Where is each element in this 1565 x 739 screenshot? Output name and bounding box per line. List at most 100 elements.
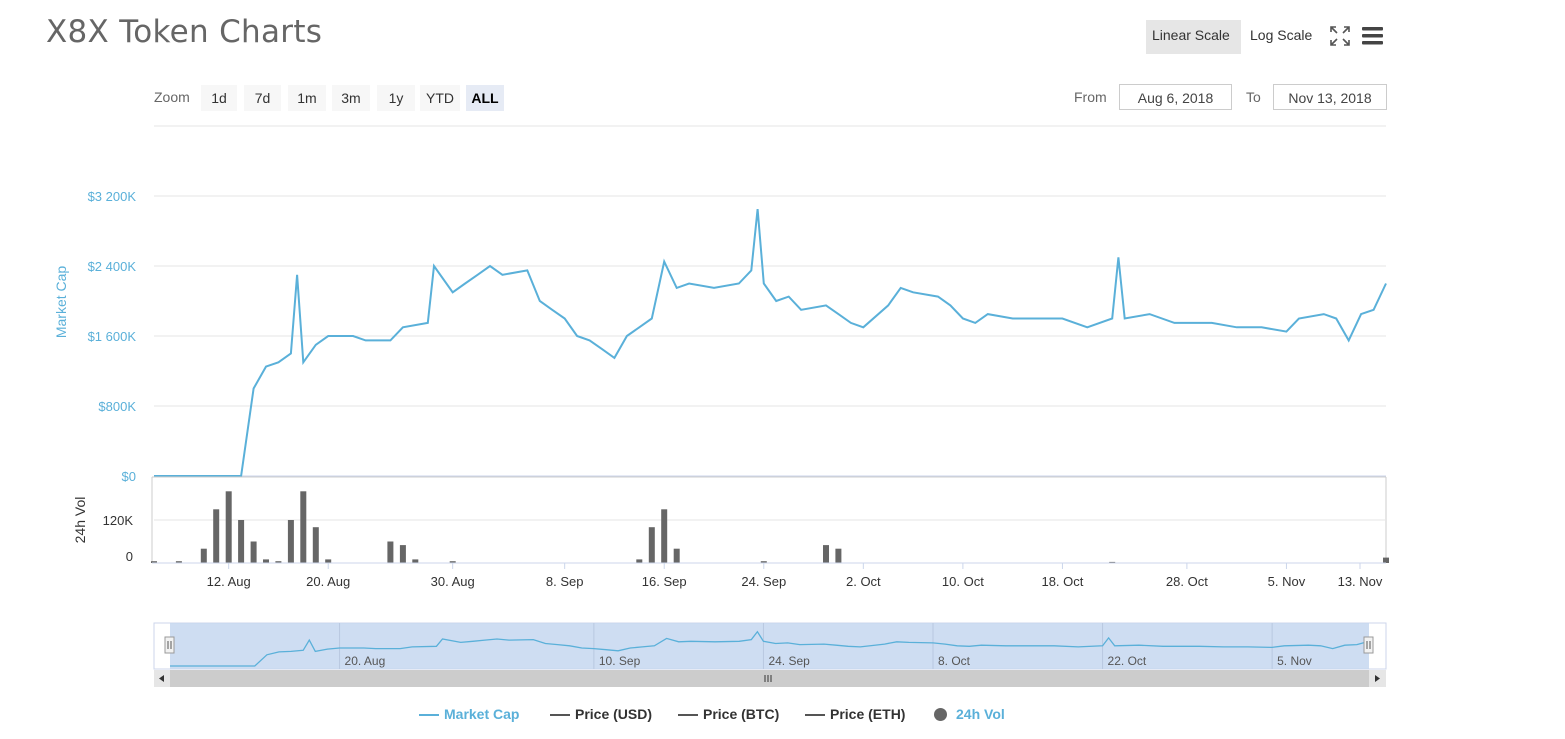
legend-price-btc-line-icon — [678, 714, 698, 717]
x-axis-tick-label: 16. Sep — [642, 574, 687, 589]
market-cap-tick-label: $3 200K — [88, 189, 137, 204]
navigator-tick-labels: 20. Aug 10. Sep 24. Sep 8. Oct 22. Oct 5. Nov — [345, 654, 1312, 668]
navigator-tick-label: 20. Aug — [345, 654, 386, 668]
scrollbar-right-arrow-icon[interactable] — [1369, 670, 1386, 687]
volume-bar — [648, 527, 655, 563]
volume-bar — [661, 509, 668, 564]
volume-bar — [287, 520, 294, 563]
volume-bar — [312, 527, 319, 563]
navigator-tick-label: 5. Nov — [1277, 654, 1312, 668]
legend-market-cap[interactable]: Market Cap — [419, 706, 519, 722]
x-axis-tick-label: 2. Oct — [846, 574, 881, 589]
zoom-all-button[interactable]: ALL — [466, 85, 504, 111]
navigator-tick-label: 10. Sep — [599, 654, 641, 668]
navigator-tick-label: 22. Oct — [1108, 654, 1147, 668]
volume-bar — [387, 541, 394, 563]
fullscreen-icon-glyph — [1330, 26, 1350, 46]
volume-bar — [238, 520, 245, 563]
x-axis-tick-label: 20. Aug — [306, 574, 350, 589]
to-date-input[interactable]: Nov 13, 2018 — [1273, 84, 1387, 110]
navigator-tick-label: 8. Oct — [938, 654, 971, 668]
volume-bar — [300, 491, 307, 563]
volume-bar — [175, 561, 182, 563]
volume-bar — [823, 545, 829, 563]
volume-bar — [151, 561, 157, 563]
market-cap-line — [154, 208, 1387, 477]
volume-bars — [151, 491, 1389, 564]
scrollbar[interactable] — [154, 670, 1386, 687]
x-axis-tick-label: 12. Aug — [207, 574, 251, 589]
volume-bar — [1383, 557, 1389, 563]
volume-bar — [449, 561, 456, 563]
x-axis-tick-label: 5. Nov — [1268, 574, 1306, 589]
volume-bar — [275, 561, 282, 563]
zoom-7d-button[interactable]: 7d — [244, 85, 281, 111]
legend-price-btc-label: Price (BTC) — [703, 706, 780, 722]
x-axis-tick-label: 24. Sep — [741, 574, 786, 589]
navigator-right-handle[interactable] — [1363, 636, 1374, 654]
market-cap-tick-labels: $0 $800K $1 600K $2 400K $3 200K — [88, 189, 137, 484]
market-cap-tick-label: $1 600K — [88, 329, 137, 344]
volume-tick-label: 120K — [103, 513, 134, 528]
x-axis-tick-label: 10. Oct — [942, 574, 984, 589]
navigator-left-handle[interactable] — [164, 636, 175, 654]
zoom-1y-button[interactable]: 1y — [377, 85, 415, 111]
legend-price-eth-line-icon — [805, 714, 825, 717]
volume-bar — [225, 491, 232, 563]
legend-24h-vol-label: 24h Vol — [956, 706, 1005, 722]
legend-price-btc[interactable]: Price (BTC) — [678, 706, 779, 722]
market-cap-gridlines — [154, 195, 1386, 477]
legend-price-usd-line-icon — [550, 714, 570, 717]
x-axis-tick-label: 8. Sep — [546, 574, 584, 589]
volume-axis-label: 24h Vol — [72, 497, 88, 544]
x-axis-tick-labels: 12. Aug 20. Aug 30. Aug 8. Sep 16. Sep 24. Se… — [207, 563, 1383, 589]
market-cap-tick-label: $0 — [122, 469, 136, 484]
volume-bar — [213, 509, 220, 564]
legend-24h-vol[interactable]: 24h Vol — [934, 706, 1005, 722]
legend-price-usd[interactable]: Price (USD) — [550, 706, 652, 722]
navigator-tick-label: 24. Sep — [768, 654, 810, 668]
log-scale-button[interactable]: Log Scale — [1250, 27, 1313, 43]
hamburger-menu-icon[interactable] — [1361, 26, 1385, 46]
x-axis-tick-label: 28. Oct — [1166, 574, 1208, 589]
volume-bar — [325, 559, 332, 563]
x-axis-tick-label: 30. Aug — [431, 574, 475, 589]
linear-scale-button[interactable]: Linear Scale — [1146, 20, 1241, 54]
volume-bar — [760, 561, 767, 563]
volume-tick-label: 0 — [126, 549, 133, 564]
x-axis-tick-label: 13. Nov — [1338, 574, 1383, 589]
zoom-1d-button[interactable]: 1d — [201, 85, 237, 111]
volume-bar — [1109, 561, 1116, 563]
from-label: From — [1074, 89, 1107, 105]
market-cap-tick-label: $2 400K — [88, 259, 137, 274]
market-cap-axis-label: Market Cap — [53, 266, 69, 339]
hamburger-menu-glyph — [1362, 27, 1383, 45]
zoom-3m-button[interactable]: 3m — [332, 85, 370, 111]
x-axis-tick-label: 18. Oct — [1041, 574, 1083, 589]
legend-price-eth[interactable]: Price (ETH) — [805, 706, 905, 722]
legend-market-cap-label: Market Cap — [444, 706, 520, 722]
legend-market-cap-line-icon — [419, 714, 439, 717]
fullscreen-icon[interactable] — [1329, 25, 1351, 47]
volume-bar — [412, 559, 419, 563]
from-date-input[interactable]: Aug 6, 2018 — [1119, 84, 1232, 110]
volume-bar — [263, 559, 269, 563]
zoom-ytd-button[interactable]: YTD — [420, 85, 460, 111]
zoom-1m-button[interactable]: 1m — [288, 85, 326, 111]
scrollbar-left-arrow-icon[interactable] — [154, 670, 170, 687]
zoom-label: Zoom — [154, 89, 190, 105]
volume-bar — [835, 548, 842, 563]
volume-bar — [200, 548, 207, 563]
legend-price-usd-label: Price (USD) — [575, 706, 653, 722]
market-cap-tick-label: $800K — [98, 399, 136, 414]
page-title: X8X Token Charts — [46, 14, 323, 50]
navigator-line — [170, 630, 1370, 667]
scrollbar-grip-icon — [764, 675, 772, 682]
volume-tick-labels: 0 120K — [103, 513, 134, 564]
to-label: To — [1246, 89, 1261, 105]
volume-bar — [399, 545, 406, 563]
navigator[interactable]: 20. Aug 10. Sep 24. Sep 8. Oct 22. Oct 5. Nov — [153, 622, 1387, 670]
legend-24h-vol-dot-icon — [934, 708, 947, 721]
scrollbar-thumb[interactable] — [170, 670, 1369, 687]
